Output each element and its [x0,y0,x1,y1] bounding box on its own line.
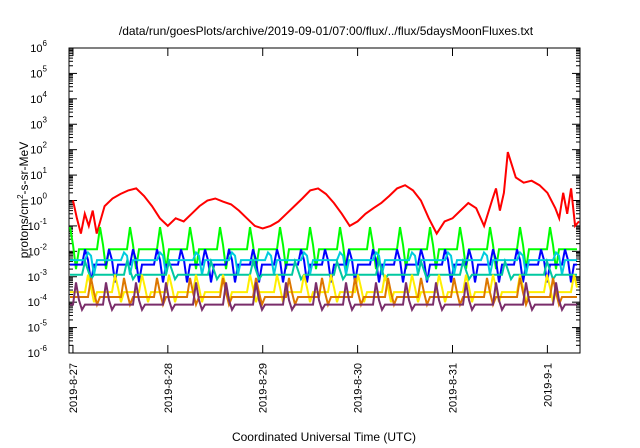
y-tick-label: 10-3 [28,268,48,284]
x-tick-label: 2019-8-28 [163,363,175,413]
x-tick-label: 2019-8-29 [258,363,270,413]
chart-title: /data/run/goesPlots/archive/2019-09-01/0… [119,24,534,38]
series-line [70,282,577,313]
y-tick-label: 10-6 [28,344,48,360]
y-tick-label: 100 [30,192,47,208]
x-tick-label: 2019-8-31 [447,363,459,413]
y-tick-label: 101 [30,166,47,182]
y-tick-label: 105 [30,64,47,80]
x-tick-label: 2019-8-27 [68,363,80,413]
y-tick-label: 10-4 [28,293,48,309]
y-tick-label: 103 [30,115,47,131]
series-group [69,151,580,313]
series-line [70,249,577,283]
x-tick-label: 2019-9-1 [542,363,554,407]
y-axis: 10-6 10-5 10-4 10-3 10-2 10-1 100 101 102 103 104 1… [28,39,580,360]
y-axis-label-prefix: protons/cm [17,199,31,258]
y-axis-label-suffix: -s-sr-MeV [17,142,31,195]
y-axis-label: protons/cm2-s-sr-MeV [16,142,31,258]
series-line [70,250,577,275]
series-line [69,226,577,270]
y-tick-label: 104 [30,90,47,106]
y-tick-label: 102 [30,141,47,157]
x-axis-label: Coordinated Universal Time (UTC) [232,430,416,444]
series-line [72,151,580,236]
x-axis: 2019-8-27 2019-8-28 2019-8-29 2019-8-30 2019… [68,48,554,413]
x-tick-label: 2019-8-30 [353,363,365,413]
y-tick-label: 106 [30,39,47,55]
y-tick-label: 10-1 [28,217,48,233]
y-axis-label-sup: 2 [16,194,25,199]
y-tick-label: 10-5 [28,319,48,335]
y-tick-label: 10-2 [28,242,48,258]
